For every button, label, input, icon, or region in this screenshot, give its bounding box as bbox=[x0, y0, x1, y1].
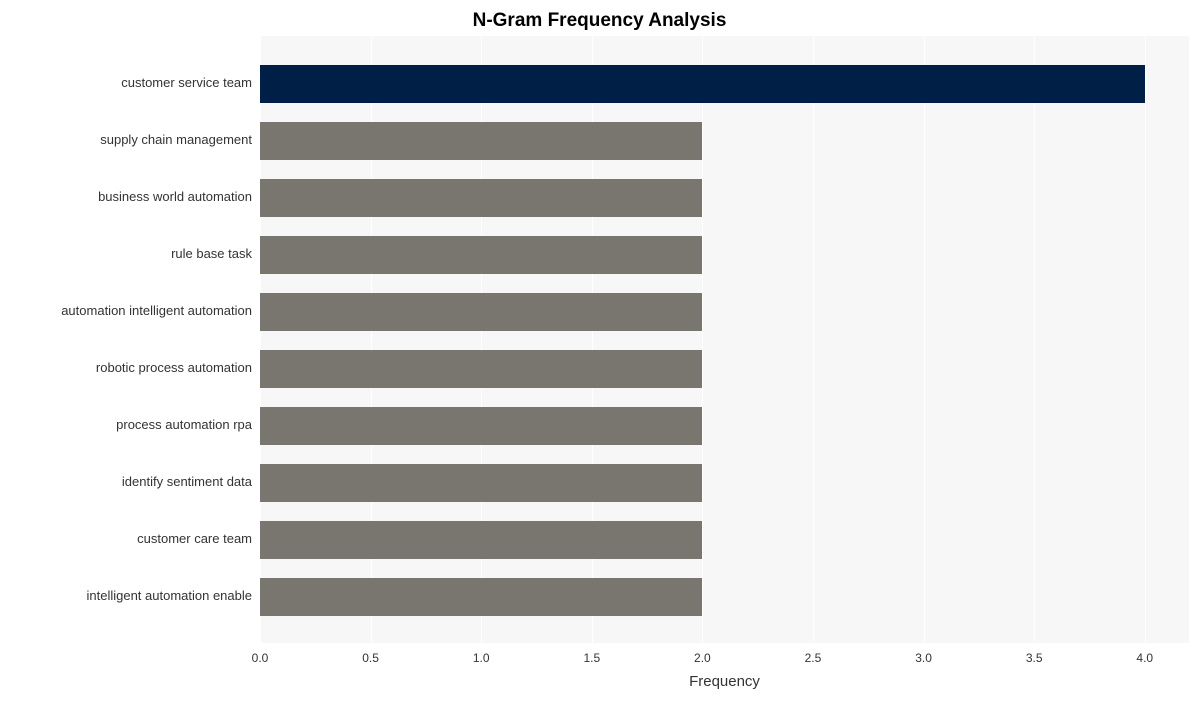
x-tick-label: 1.5 bbox=[583, 651, 600, 665]
y-category-label: robotic process automation bbox=[96, 360, 252, 375]
bar-row bbox=[260, 521, 702, 559]
gridline-vertical bbox=[1145, 36, 1146, 643]
y-category-label: automation intelligent automation bbox=[61, 303, 252, 318]
ngram-frequency-chart: N-Gram Frequency Analysis Frequency 0.0 0… bbox=[0, 0, 1199, 701]
x-tick-label: 0.0 bbox=[252, 651, 269, 665]
bar-row bbox=[260, 350, 702, 388]
bar bbox=[260, 236, 702, 274]
bar-row bbox=[260, 65, 1145, 103]
x-tick-label: 2.0 bbox=[694, 651, 711, 665]
y-category-label: customer care team bbox=[137, 531, 252, 546]
gridline-vertical bbox=[813, 36, 814, 643]
y-category-label: process automation rpa bbox=[116, 417, 252, 432]
bar-row bbox=[260, 236, 702, 274]
x-tick-label: 1.0 bbox=[473, 651, 490, 665]
y-category-label: supply chain management bbox=[100, 132, 252, 147]
x-tick-label: 3.5 bbox=[1026, 651, 1043, 665]
y-category-label: intelligent automation enable bbox=[86, 588, 252, 603]
gridline-vertical bbox=[1034, 36, 1035, 643]
plot-area bbox=[260, 36, 1189, 643]
bar bbox=[260, 179, 702, 217]
bar bbox=[260, 407, 702, 445]
bar-row bbox=[260, 122, 702, 160]
x-tick-label: 2.5 bbox=[805, 651, 822, 665]
x-tick-label: 4.0 bbox=[1136, 651, 1153, 665]
bar bbox=[260, 293, 702, 331]
bar bbox=[260, 578, 702, 616]
gridline-vertical bbox=[924, 36, 925, 643]
y-category-label: rule base task bbox=[171, 246, 252, 261]
bar-row bbox=[260, 578, 702, 616]
bar-row bbox=[260, 407, 702, 445]
bar bbox=[260, 521, 702, 559]
x-axis-title: Frequency bbox=[675, 673, 775, 690]
x-tick-label: 0.5 bbox=[362, 651, 379, 665]
bar-row bbox=[260, 293, 702, 331]
chart-title: N-Gram Frequency Analysis bbox=[0, 10, 1199, 32]
bar bbox=[260, 122, 702, 160]
bar-row bbox=[260, 179, 702, 217]
y-category-label: customer service team bbox=[121, 75, 252, 90]
gridline-vertical bbox=[702, 36, 703, 643]
bar-row bbox=[260, 464, 702, 502]
x-tick-label: 3.0 bbox=[915, 651, 932, 665]
y-category-label: business world automation bbox=[98, 189, 252, 204]
y-category-label: identify sentiment data bbox=[122, 474, 252, 489]
bar bbox=[260, 65, 1145, 103]
bar bbox=[260, 350, 702, 388]
bar bbox=[260, 464, 702, 502]
